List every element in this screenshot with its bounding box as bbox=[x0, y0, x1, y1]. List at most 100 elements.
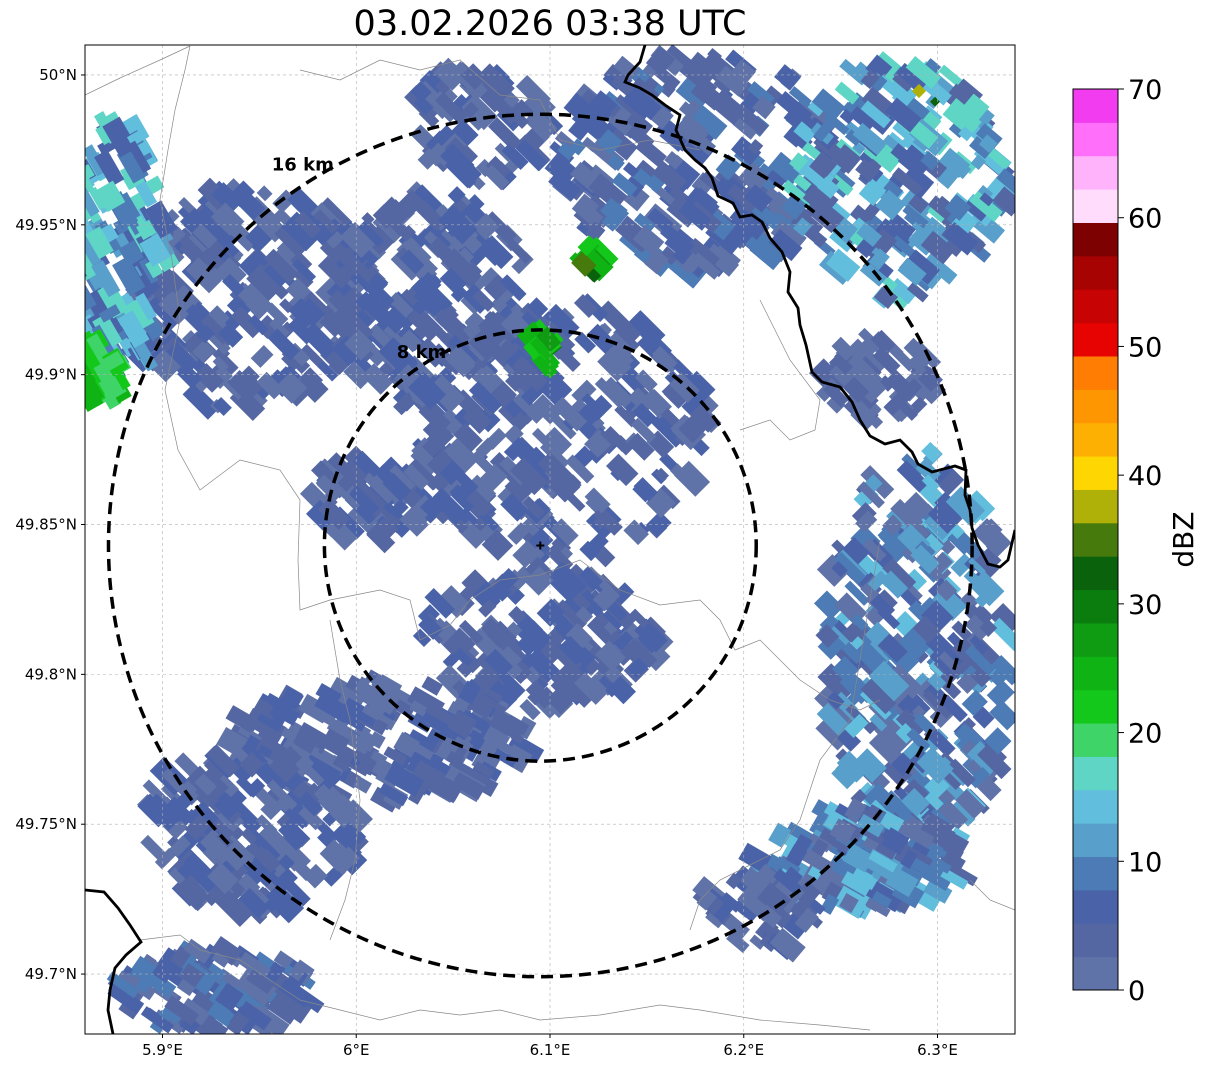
echo-cell bbox=[428, 236, 462, 270]
echo-cell bbox=[813, 119, 835, 143]
echo-cell bbox=[192, 339, 215, 363]
echo-cell bbox=[317, 786, 347, 816]
echo-cell bbox=[989, 603, 1015, 636]
echo-cell bbox=[536, 598, 565, 627]
echo-cell bbox=[151, 956, 178, 984]
echo-cell bbox=[757, 904, 783, 928]
echo-cell bbox=[524, 108, 558, 142]
echo-cell bbox=[938, 799, 969, 830]
echo-cell bbox=[418, 614, 444, 640]
admin-boundary-line bbox=[329, 619, 361, 941]
echo-cell bbox=[478, 599, 497, 618]
echo-cell bbox=[848, 105, 877, 132]
echo-cell bbox=[920, 151, 941, 171]
echo-cell bbox=[917, 366, 943, 392]
echo-cell bbox=[573, 671, 607, 705]
echo-cell bbox=[218, 322, 244, 348]
echo-cell bbox=[235, 365, 260, 390]
echo-cell bbox=[842, 376, 870, 404]
echo-cell bbox=[381, 681, 416, 706]
echo-cell bbox=[859, 336, 880, 357]
echo-cell bbox=[185, 257, 222, 294]
echo-cell bbox=[194, 773, 217, 796]
echo-cell bbox=[228, 180, 255, 208]
echo-cell bbox=[906, 855, 942, 882]
lon-tick-label: 6.1°E bbox=[530, 1041, 571, 1059]
echo-cell bbox=[596, 129, 623, 156]
echo-cell bbox=[857, 813, 885, 838]
echo-cell bbox=[192, 223, 218, 249]
echo-cell bbox=[865, 897, 891, 918]
echo-cell bbox=[903, 249, 941, 285]
echo-cell bbox=[296, 297, 326, 328]
echo-cell bbox=[283, 825, 310, 851]
echo-cell bbox=[713, 92, 747, 126]
echo-cell bbox=[768, 822, 792, 848]
echo-cell bbox=[326, 230, 345, 249]
echo-cell bbox=[881, 828, 906, 848]
echo-cell bbox=[524, 89, 556, 121]
echo-cell bbox=[908, 120, 939, 149]
echo-cell bbox=[215, 982, 244, 1012]
echo-cell bbox=[382, 472, 412, 502]
echo-cell bbox=[468, 474, 497, 503]
echo-cell bbox=[898, 627, 931, 661]
echo-cell bbox=[393, 731, 421, 758]
echo-cell bbox=[355, 291, 375, 311]
echo-cell bbox=[655, 467, 670, 482]
echo-cell bbox=[482, 725, 511, 751]
colorbar-swatch bbox=[1073, 789, 1118, 824]
echo-cell bbox=[126, 127, 149, 147]
colorbar-frame bbox=[1072, 88, 1119, 991]
echo-cell bbox=[264, 302, 289, 326]
admin-boundary-line bbox=[969, 879, 1015, 911]
echo-cell bbox=[177, 856, 201, 880]
echo-cell bbox=[984, 727, 1012, 755]
country-border bbox=[623, 45, 1015, 569]
lat-tick-label: 49.75°N bbox=[15, 815, 77, 833]
echo-cell bbox=[844, 580, 870, 606]
echo-cell bbox=[424, 587, 456, 619]
echo-cell bbox=[263, 248, 299, 284]
echo-cell bbox=[715, 65, 749, 97]
echo-cell bbox=[577, 235, 599, 257]
echo-cell bbox=[897, 689, 924, 716]
echo-cell bbox=[664, 150, 684, 170]
echo-cell bbox=[852, 122, 888, 156]
echo-cell bbox=[868, 850, 898, 873]
echo-cell bbox=[165, 798, 189, 823]
echo-cell bbox=[950, 553, 975, 578]
echo-cell bbox=[826, 691, 845, 710]
echo-cell bbox=[850, 867, 878, 891]
colorbar-swatch bbox=[1073, 889, 1118, 924]
echo-cell bbox=[378, 782, 409, 807]
echo-cell bbox=[835, 726, 862, 752]
echo-cell bbox=[144, 200, 178, 239]
admin-boundary-line bbox=[139, 934, 871, 1031]
echo-cell bbox=[196, 324, 216, 344]
echo-cell bbox=[865, 54, 893, 82]
echo-cell bbox=[85, 232, 102, 272]
echo-cell bbox=[148, 349, 182, 383]
echo-cell bbox=[286, 843, 311, 868]
echo-cell bbox=[174, 875, 210, 911]
echo-cell bbox=[823, 111, 850, 136]
echo-cell bbox=[410, 81, 432, 103]
echo-cell bbox=[473, 364, 504, 395]
echo-cell bbox=[858, 178, 887, 206]
echo-cell bbox=[412, 628, 432, 648]
echo-cell bbox=[255, 761, 289, 795]
echo-cell bbox=[407, 305, 443, 342]
echo-cell bbox=[499, 274, 527, 302]
echo-cell bbox=[506, 621, 523, 638]
echo-cell bbox=[811, 88, 846, 121]
echo-cell bbox=[214, 257, 247, 290]
echo-cell bbox=[938, 64, 966, 90]
echo-cell bbox=[297, 791, 323, 817]
echo-cell bbox=[458, 680, 482, 705]
echo-cell bbox=[133, 340, 158, 372]
echo-cell bbox=[450, 466, 479, 495]
echo-cell bbox=[681, 393, 706, 418]
echo-cell bbox=[280, 727, 298, 742]
echo-cell bbox=[368, 470, 396, 498]
